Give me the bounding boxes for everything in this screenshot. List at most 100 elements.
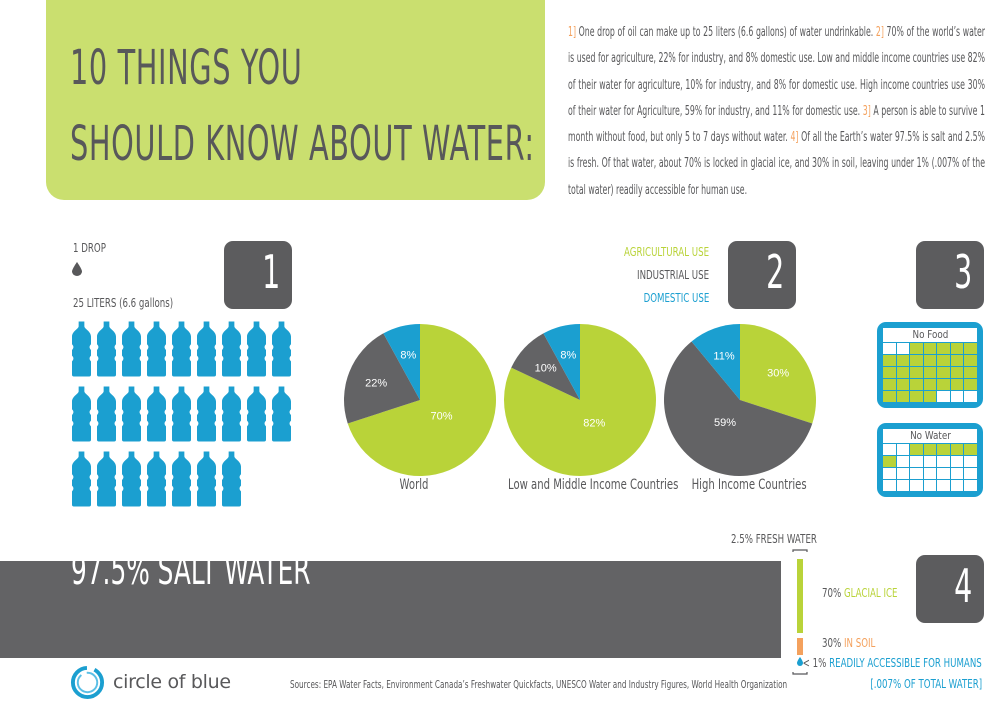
- pie-slice-label: 10%: [535, 363, 557, 375]
- pie-slice: [511, 333, 580, 400]
- water-bottle-icon: [197, 386, 216, 442]
- calendar-day: [950, 444, 964, 455]
- pie-caption-low-middle: Low and Middle Income Countries: [508, 477, 679, 493]
- salt-water-label: 97.5% SALT WATER: [71, 548, 311, 594]
- legend-domestic: DOMESTIC USE: [643, 291, 709, 305]
- water-bottle-icon: [172, 451, 191, 507]
- calendar-day: [883, 343, 896, 354]
- calendar-day: [910, 444, 923, 455]
- calendar-day: [910, 379, 923, 390]
- legend-agricultural: AGRICULTURAL USE: [624, 245, 709, 259]
- pie-charts: 70%22%8%82%10%8%30%59%11%: [344, 324, 816, 476]
- fact-number-1: 1]: [568, 25, 577, 40]
- calendar-day: [923, 480, 937, 491]
- pie-slice-label: 70%: [431, 411, 453, 423]
- pie-chart-0: 70% 22% 8%: [344, 324, 496, 476]
- water-bottle-icon: [122, 386, 141, 442]
- calendar-day: [950, 343, 964, 354]
- intro-paragraph: 1] One drop of oil can make up to 25 lit…: [568, 20, 985, 204]
- calendar-day: [896, 343, 910, 354]
- calendar-day: [883, 379, 896, 390]
- fact-badge-4: 4: [916, 555, 984, 623]
- no-water-grid: [883, 444, 977, 491]
- calendar-day: [950, 456, 964, 467]
- calendar-day: [950, 367, 964, 378]
- legend-industrial: INDUSTRIAL USE: [636, 268, 709, 282]
- glacial-ice-segment: [797, 559, 803, 633]
- no-food-calendar: No Food: [877, 322, 983, 408]
- accessible-drop-icon: [797, 657, 803, 666]
- calendar-day: [937, 343, 950, 354]
- pie-slice-label: 30%: [767, 367, 789, 379]
- fact-badge-3: 3: [916, 241, 984, 309]
- sources-text: Sources: EPA Water Facts, Environment Ca…: [290, 678, 788, 691]
- calendar-day: [937, 355, 950, 366]
- pie-chart-2: 30% 59% 11%: [664, 324, 816, 476]
- fact-text-2: 70% of the world’s water is used for agr…: [568, 25, 985, 119]
- calendar-day: [910, 480, 923, 491]
- calendar-day: [964, 456, 977, 467]
- water-bottle-icon: [97, 451, 116, 507]
- calendar-day: [896, 456, 910, 467]
- calendar-day: [950, 391, 964, 402]
- calendar-day: [923, 343, 937, 354]
- fact-number-2: 2]: [875, 25, 884, 40]
- calendar-day: [910, 456, 923, 467]
- soil-segment: [797, 638, 803, 655]
- calendar-day: [883, 391, 896, 402]
- fact-number-3: 3]: [862, 103, 871, 119]
- fresh-water-bar: [792, 549, 808, 675]
- calendar-day: [910, 367, 923, 378]
- pie-slice-label: 22%: [365, 378, 387, 390]
- water-bottle-icon: [247, 386, 266, 442]
- water-bottle-icon: [197, 321, 216, 377]
- calendar-day: [937, 379, 950, 390]
- calendar-day: [896, 468, 910, 479]
- calendar-day: [883, 456, 896, 467]
- water-bottle-icon: [72, 386, 91, 442]
- pie-slice: [383, 324, 420, 400]
- pie-slice: [347, 324, 496, 476]
- calendar-day: [923, 391, 937, 402]
- accessible-total-text: [.007% OF TOTAL WATER]: [870, 677, 982, 691]
- fact-text-1: One drop of oil can make up to 25 liters…: [576, 25, 876, 40]
- soil-text: 30% IN SOIL: [822, 636, 876, 650]
- calendar-day: [937, 456, 950, 467]
- calendar-day: [896, 355, 910, 366]
- calendar-day: [937, 367, 950, 378]
- calendar-day: [883, 468, 896, 479]
- calendar-day: [923, 355, 937, 366]
- calendar-day: [910, 343, 923, 354]
- calendar-day: [937, 391, 950, 402]
- calendar-day: [896, 379, 910, 390]
- calendar-day: [950, 480, 964, 491]
- water-bottle-icon: [197, 451, 216, 507]
- title-box: 10 THINGS YOU SHOULD KNOW ABOUT WATER:: [46, 0, 545, 200]
- water-bottle-icon: [97, 321, 116, 377]
- calendar-day: [896, 444, 910, 455]
- calendar-day: [964, 367, 977, 378]
- no-food-grid: [883, 343, 977, 402]
- calendar-day: [883, 355, 896, 366]
- calendar-day: [923, 456, 937, 467]
- calendar-day: [964, 444, 977, 455]
- calendar-day: [883, 480, 896, 491]
- accessible-text: < 1% READILY ACCESSIBLE FOR HUMANS: [802, 656, 982, 670]
- pie-slice-label: 59%: [714, 417, 736, 429]
- circle-of-blue-logo-text: circle of blue: [113, 671, 231, 693]
- calendar-day: [937, 444, 950, 455]
- pie-slice: [344, 333, 420, 424]
- calendar-day: [964, 379, 977, 390]
- calendar-day: [937, 480, 950, 491]
- water-bottle-icon: [72, 451, 91, 507]
- water-bottle-icon: [122, 321, 141, 377]
- no-food-label: No Food: [912, 328, 948, 341]
- no-water-label: No Water: [909, 429, 951, 442]
- water-bottle-icon: [147, 321, 166, 377]
- calendar-day: [964, 468, 977, 479]
- calendar-day: [910, 391, 923, 402]
- calendar-day: [910, 468, 923, 479]
- liters-label: 25 LITERS (6.6 gallons): [73, 296, 174, 310]
- water-bottle-icon: [122, 451, 141, 507]
- pie-slice: [691, 324, 740, 400]
